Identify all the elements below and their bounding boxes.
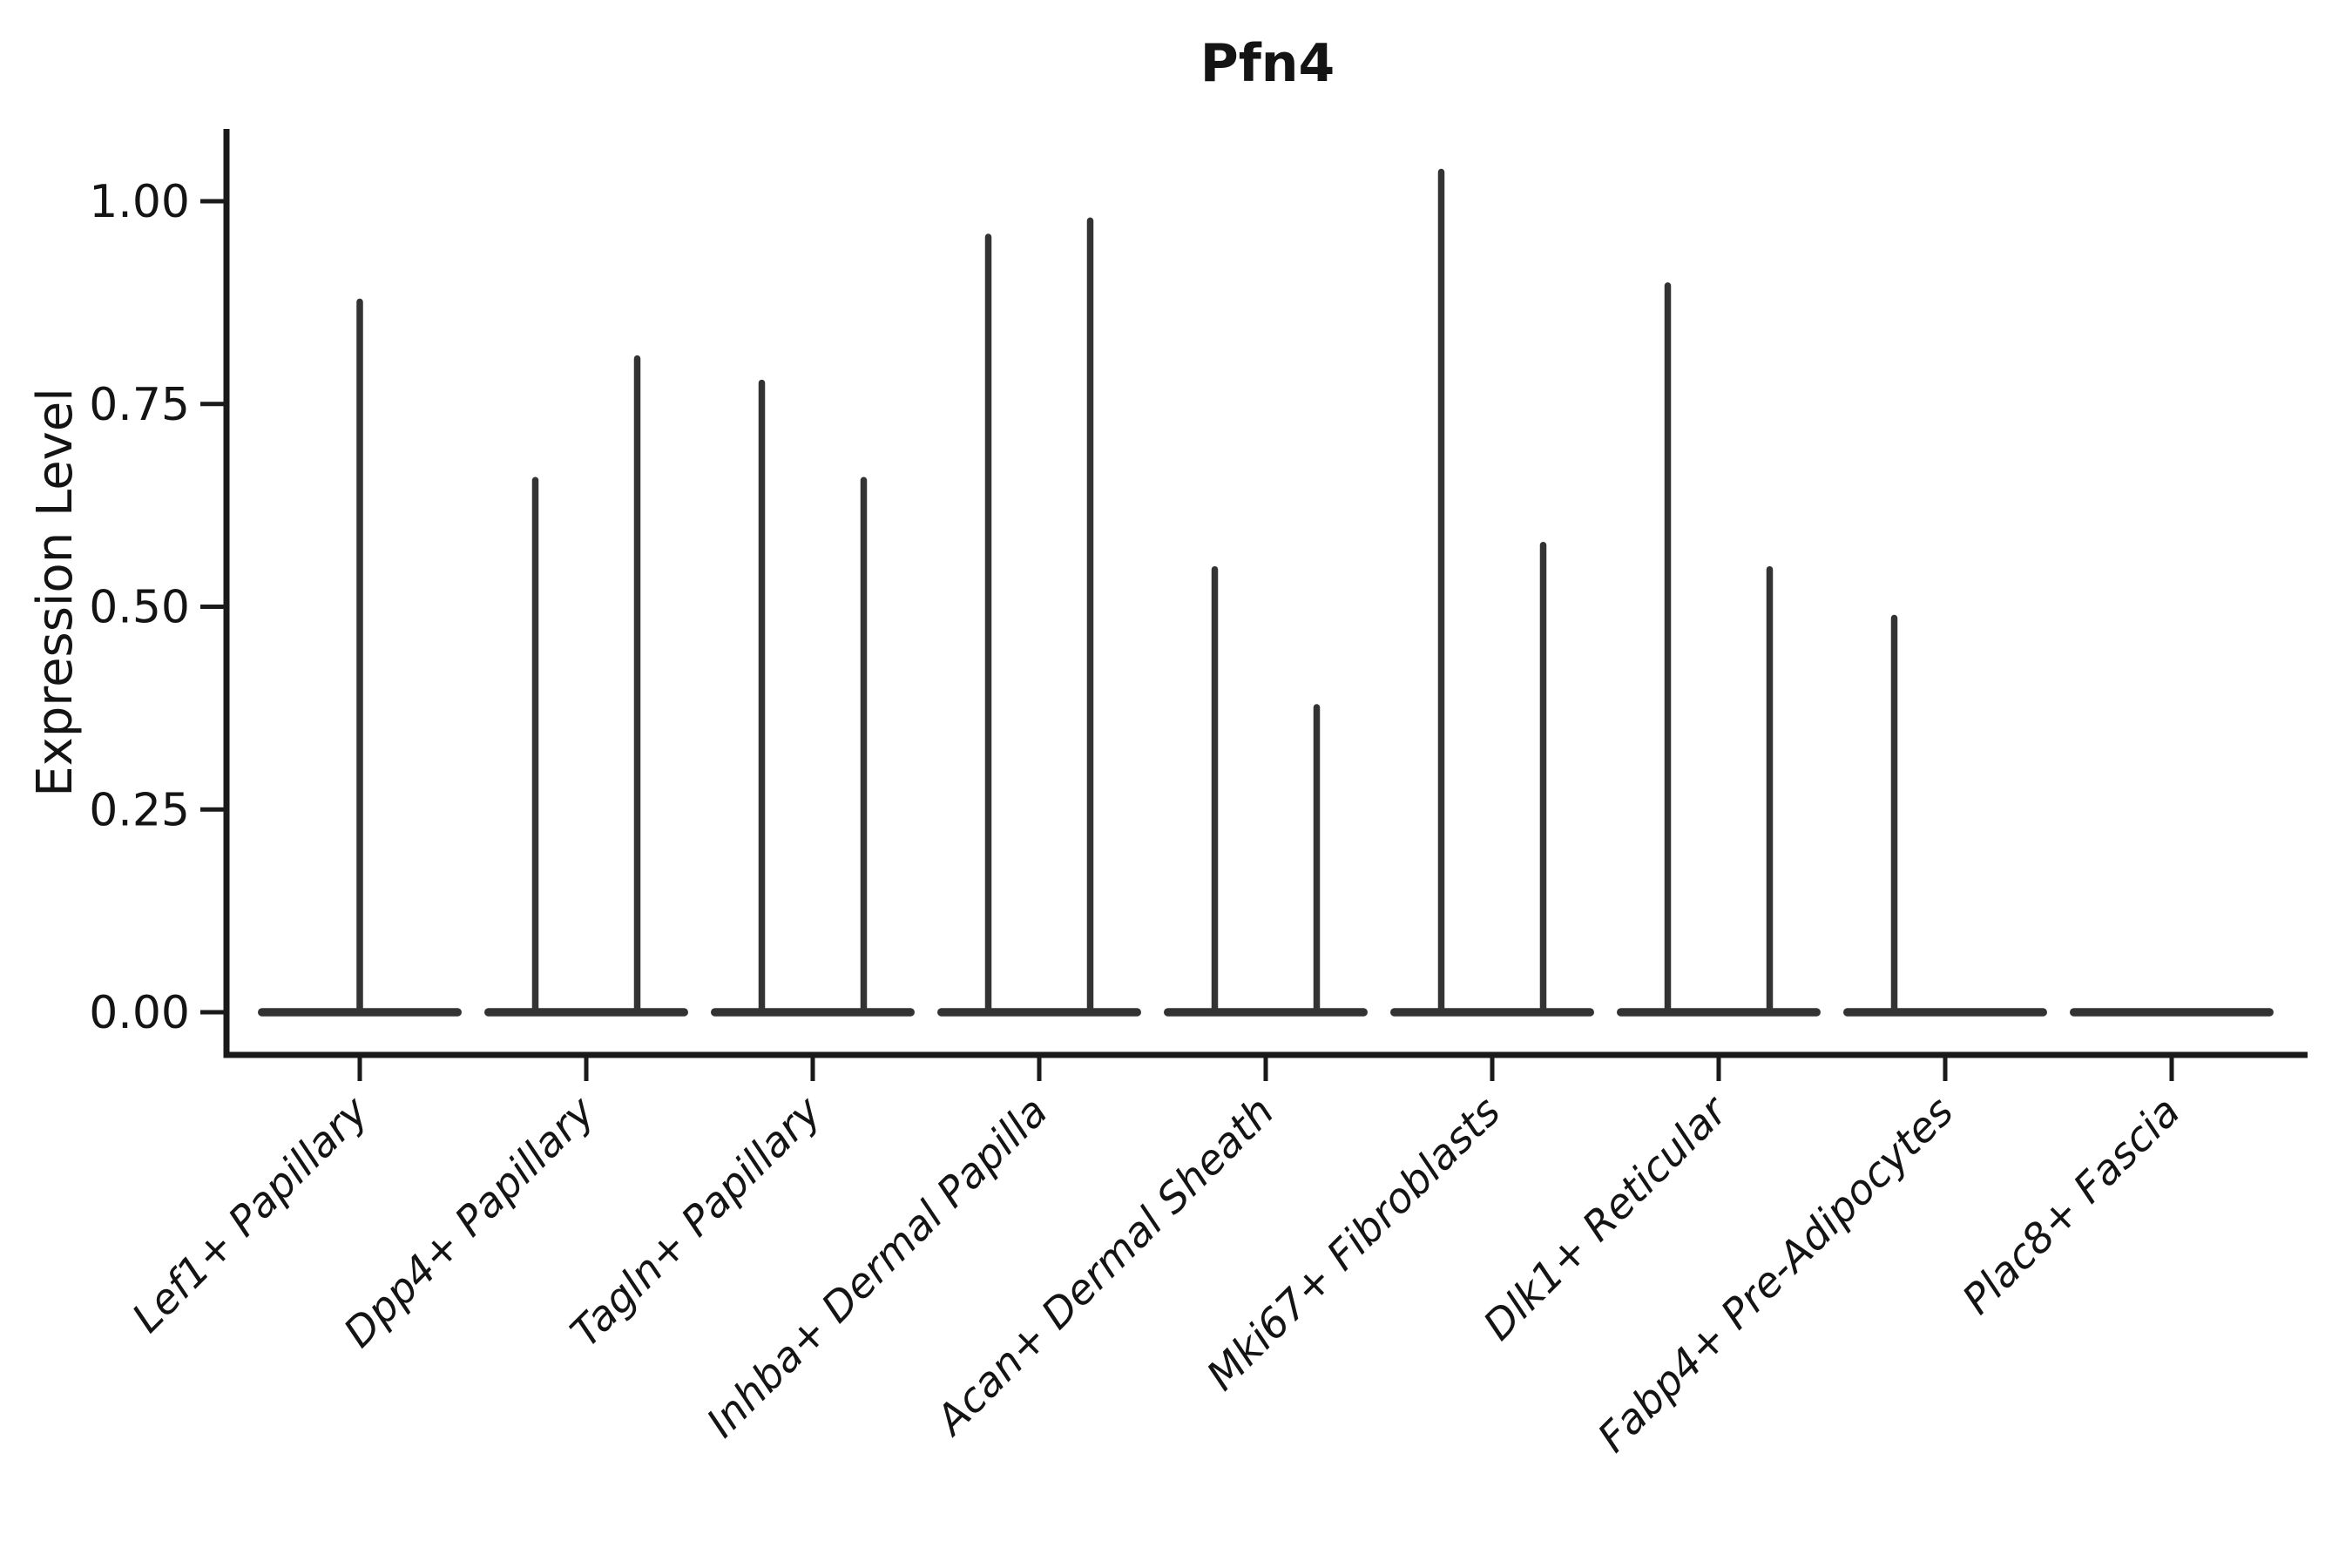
violin-band	[1843, 1008, 2047, 1017]
x-tick-label: Plac8+ Fascia	[1953, 1088, 2189, 1324]
y-tick-label: 1.00	[89, 176, 190, 228]
violin-band	[2070, 1008, 2274, 1017]
x-tick-label: Tagln+ Papillary	[562, 1087, 832, 1357]
y-axis-label: Expression Level	[27, 388, 84, 797]
y-tick-label: 0.75	[89, 379, 190, 431]
violin-band	[484, 1008, 688, 1017]
y-tick-label: 0.50	[89, 582, 190, 634]
violin-band	[1617, 1008, 1821, 1017]
x-tick-label: Dpp4+ Papillary	[335, 1087, 605, 1357]
violin-band	[1164, 1008, 1368, 1017]
violin-band	[711, 1008, 915, 1017]
x-tick-label: Fabp4+ Pre-Adipocytes	[1589, 1088, 1963, 1462]
y-tick-label: 0.00	[89, 987, 190, 1039]
chart-title: Pfn4	[1200, 33, 1335, 94]
violins-layer	[258, 168, 2274, 1017]
axes-layer	[200, 129, 2308, 1081]
x-tick-label: Dlk1+ Reticular	[1475, 1086, 1739, 1350]
y-tick-label: 0.25	[89, 784, 190, 836]
violin-band	[1390, 1008, 1594, 1017]
violin-band	[937, 1008, 1141, 1017]
x-tick-label: Lef1+ Papillary	[123, 1087, 378, 1342]
labels-layer: 0.00 0.25 0.50 0.75 1.00 Lef1+ PapillaryDpp4+…	[89, 176, 2189, 1462]
